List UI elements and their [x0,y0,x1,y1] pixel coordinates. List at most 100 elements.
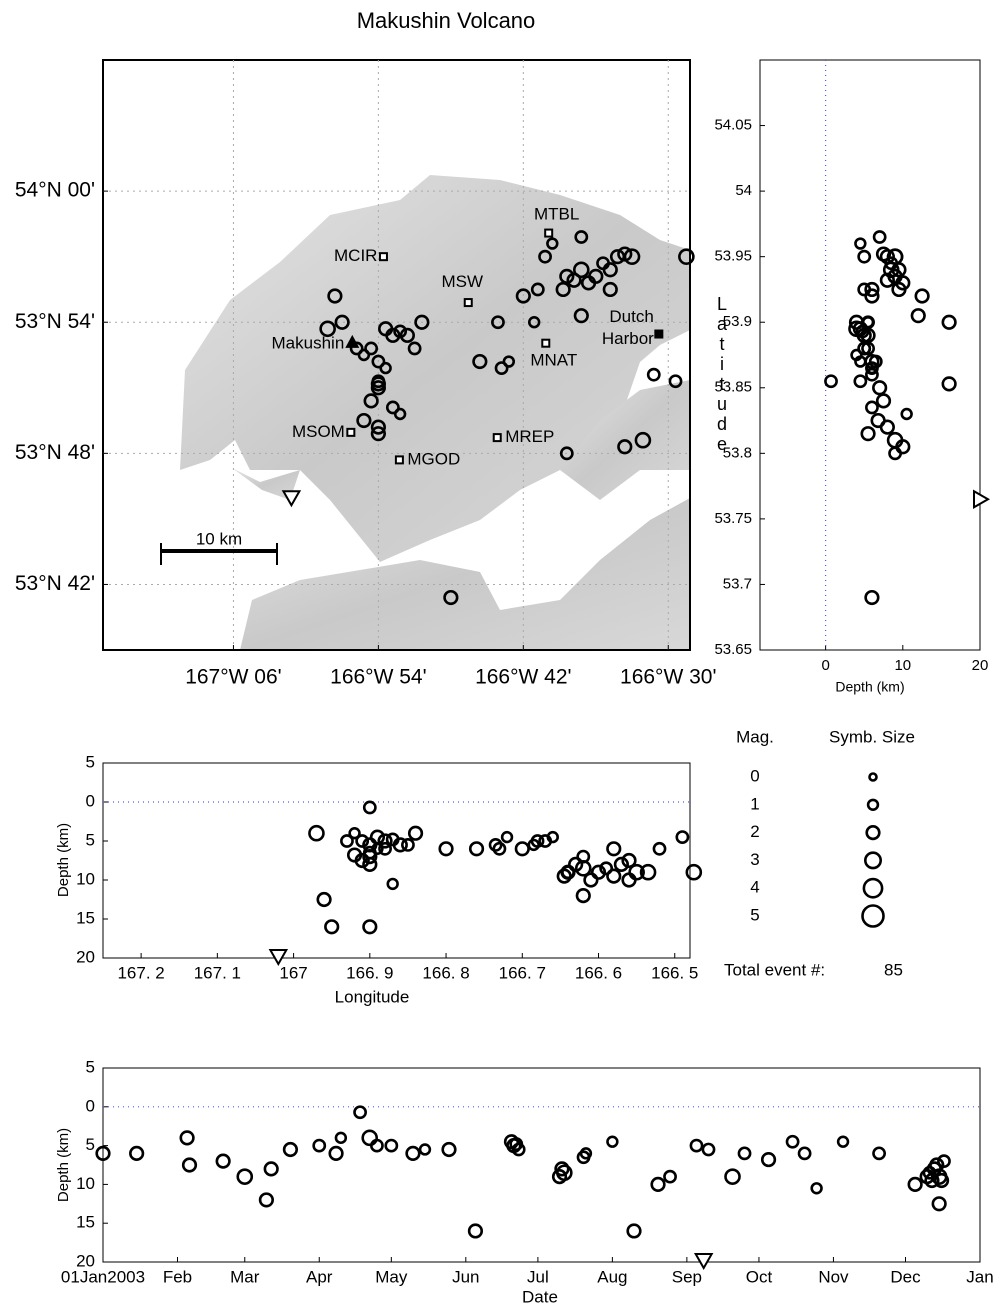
x-tick-label: 166. 9 [346,963,393,982]
event-time-depth [937,1154,951,1169]
event-depth-lat [860,426,876,442]
event-depth-lat [879,272,895,288]
event-depth-lat [865,400,879,415]
x-tick-label: Mar [230,1267,260,1286]
x-tick-label: 166. 6 [575,963,622,982]
event-depth-lat [854,355,867,368]
event-lon-depth [628,863,645,881]
event-map [443,589,459,606]
event-map [530,282,545,297]
event-lon-depth [652,841,667,856]
event-time-depth [215,1153,231,1169]
event-map [502,355,516,368]
event-depth-lat [941,376,957,392]
event-depth-lat [875,393,892,409]
event-lon-depth [639,863,657,881]
event-depth-lat [864,281,880,298]
x-tick-label: 166°W 54' [330,666,426,689]
legend-label: 5 [750,905,759,924]
event-map [370,426,386,442]
y-tick-label: 0 [86,1096,95,1115]
station-marker [463,298,473,308]
event-map [349,341,364,356]
y-tick-label: 10 [76,869,95,888]
x-tick-label: May [375,1267,408,1286]
legend-symbol [863,851,882,870]
event-map [407,341,422,356]
event-map [494,361,509,376]
y-tick-label: 15 [76,908,95,927]
event-time-depth [701,1142,716,1157]
event-time-depth [405,1145,421,1161]
x-tick-label: 167. 1 [194,963,241,982]
event-lon-depth [621,852,637,869]
event-lon-depth [488,838,503,852]
event-map [678,248,695,265]
station-label: MNAT [530,351,577,370]
event-map [646,367,661,382]
x-axis-label: Depth (km) [835,679,904,695]
event-map [546,237,559,250]
event-time-depth [334,1131,348,1145]
event-time-depth [312,1138,327,1153]
y-tick-label: 53.9 [723,313,752,330]
event-time-depth [724,1168,741,1185]
event-depth-lat [886,248,904,265]
x-tick-label: 0 [821,657,829,674]
event-time-depth [95,1145,111,1161]
event-time-depth [551,1169,568,1185]
event-time-depth [263,1161,279,1177]
event-depth-lat [941,314,957,330]
y-tick-label: 53°N 42' [15,572,95,595]
event-lon-depth [401,838,415,852]
x-tick-label: 167 [279,963,307,982]
event-time-depth [418,1143,432,1156]
event-lon-depth [324,919,340,935]
event-time-depth [760,1151,777,1168]
station-label: MSW [441,272,483,291]
legend-symbol [868,772,878,782]
event-time-depth [933,1172,950,1189]
event-time-depth [785,1134,800,1149]
event-map [472,353,488,370]
y-tick-label: 0 [86,791,95,810]
event-map [602,281,618,298]
total-label: Total event #: [724,960,825,979]
event-lon-depth [468,841,485,857]
event-time-depth [236,1168,254,1185]
x-tick-label: 166. 8 [422,963,469,982]
event-time-depth [797,1146,812,1161]
station-marker [394,455,404,465]
event-time-depth [579,1147,593,1160]
x-tick-label: 166. 5 [651,963,698,982]
event-map [371,354,386,369]
event-map [357,348,371,362]
x-tick-label: Apr [306,1267,333,1286]
event-time-depth [663,1169,677,1184]
legend-label: 1 [750,794,759,813]
event-map [399,327,415,343]
legend-label: 0 [750,766,759,785]
event-map [668,374,683,389]
x-tick-label: 166°W 30' [620,666,716,689]
y-tick-label: 53.65 [714,641,752,658]
land [180,175,690,650]
event-depth-lat [861,341,875,356]
event-time-depth [328,1145,344,1161]
event-depth-lat [879,419,895,435]
x-tick-label: Jan [966,1267,993,1286]
event-time-depth [361,1129,379,1147]
event-lon-depth [492,841,507,856]
x-tick-label: Dec [890,1267,921,1286]
event-map [385,400,400,415]
event-depth-lat [864,589,880,606]
event-lon-depth [527,838,540,852]
y-tick-label: 54 [735,182,752,199]
x-tick-label: 166°W 42' [475,666,571,689]
event-depth-lat [865,361,879,376]
event-map [327,288,343,304]
event-time-depth [907,1176,923,1192]
y-tick-label: 5 [86,1135,95,1154]
event-lon-depth [392,837,408,853]
